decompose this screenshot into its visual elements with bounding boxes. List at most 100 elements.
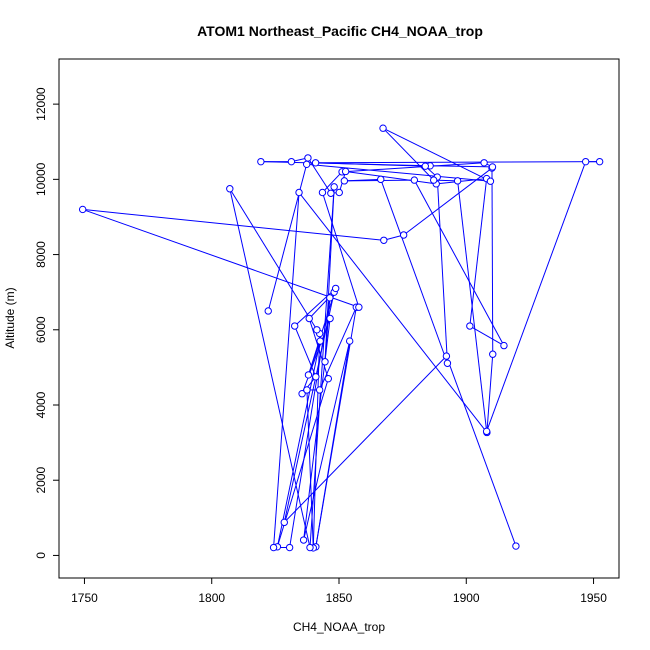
data-point [315,386,324,394]
y-axis-label: Altitude (m) [3,287,17,348]
data-point [429,176,438,184]
series-line-segment [315,162,426,167]
data-point [321,358,329,366]
data-point [377,175,385,184]
y-tick-label: 6000 [34,316,48,343]
y-tick-label: 4000 [34,391,48,418]
y-tick-label: 8000 [34,241,48,268]
y-tick-label: 10000 [34,162,48,196]
data-point [410,176,419,184]
series-line-segment [273,192,300,548]
data-point [512,542,520,550]
series-line-segment [380,179,448,364]
data-point [295,188,303,197]
data-point [306,543,314,552]
data-point [421,162,429,170]
series-line-segment [469,325,505,347]
data-point [299,536,308,544]
data-point [581,157,590,166]
data-point [489,350,497,358]
data-point [312,373,320,381]
series-line-segment [486,161,587,432]
data-point [595,157,604,166]
series-line-segment [82,208,360,308]
data-series [78,124,604,552]
data-point [466,322,474,330]
series-line-segment [321,192,360,308]
series-line-segment [315,307,357,547]
series-line-segment [345,170,437,185]
series-line-segment [491,168,494,355]
data-point [226,185,234,193]
data-point [340,177,349,185]
data-point [313,326,321,334]
series-line-segment [267,164,308,312]
x-tick-label: 1800 [198,591,225,605]
series-line-segment [486,354,494,433]
series-line-segment [306,389,314,548]
series-line-segment [382,127,491,182]
series-line-segment [301,318,331,394]
data-point [399,231,408,239]
data-point [341,167,350,176]
series-line-segment [309,186,335,548]
series-line-segment [445,355,517,547]
series-line-segment [294,325,317,377]
data-point [380,236,388,244]
data-point [287,157,296,166]
data-point [324,374,333,383]
series-line-segment [82,208,384,241]
x-tick-label: 1900 [453,591,480,605]
series-line-segment [315,161,600,164]
data-point [269,543,278,552]
data-point [304,371,313,379]
series-line-segment [342,162,485,173]
data-point [303,386,311,394]
series-line-segment [324,186,335,362]
series-line-segment [344,178,381,182]
data-point [298,390,306,398]
series-line-segment [298,192,488,433]
x-tick-label: 1950 [580,591,607,605]
data-point [257,157,265,166]
data-point [305,314,313,323]
data-point [379,124,387,132]
data-point [327,189,335,197]
data-point [331,284,340,293]
data-point [326,294,334,302]
y-tick-label: 12000 [34,87,48,121]
data-point [304,154,312,162]
data-point [442,352,451,360]
y-tick-label: 0 [34,552,48,559]
series-line-segment [436,177,448,364]
x-tick-label: 1750 [71,591,98,605]
x-axis-label: CH4_NOAA_trop [293,620,385,634]
data-point [355,303,363,311]
y-tick-label: 2000 [34,467,48,494]
data-point [316,337,324,345]
chart-title: ATOM1 Northeast_Pacific CH4_NOAA_trop [197,23,483,39]
data-point [500,341,508,350]
data-point [482,427,491,436]
data-point [486,177,495,185]
y-axis: 0 2000 4000 6000 8000 10000 12000 [34,87,59,559]
series-line-segment [469,178,488,327]
series-line-segment [229,188,318,331]
data-point [330,183,338,191]
x-tick-label: 1850 [326,591,353,605]
data-point [335,188,343,197]
data-point [311,159,320,167]
data-point [318,188,327,197]
data-point [285,543,294,552]
series-line-segment [324,297,331,362]
data-point [326,314,334,323]
series-line-segment [307,157,332,194]
data-point [78,205,87,214]
data-point [264,307,272,315]
series-line-segment [229,188,311,548]
series-line-segment [413,179,505,346]
data-point [302,160,311,169]
data-point [488,163,497,171]
series-line-segment [382,127,435,181]
